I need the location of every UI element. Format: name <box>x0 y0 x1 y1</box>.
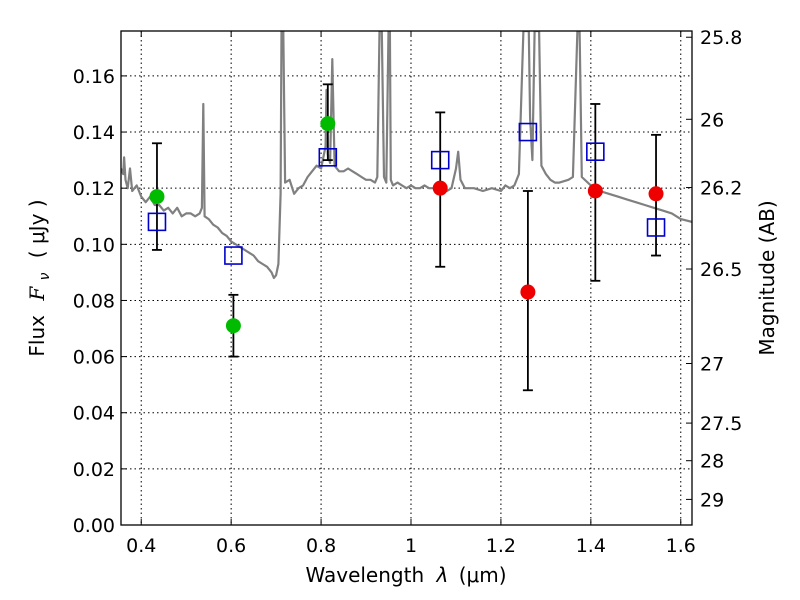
y-axis-title: Flux F ν ( μJy ) <box>25 199 54 356</box>
model-point <box>586 142 605 161</box>
model-point <box>318 148 338 167</box>
model-point <box>430 150 450 170</box>
model-point <box>518 122 538 142</box>
mag-tick-label: 26 <box>700 109 724 131</box>
axis-ticks: 0.4 0.6 0.8 1 1.2 1.4 1.6 0.00 0.02 0.04 0.06 0.08 0… <box>73 27 743 557</box>
x-tick-label: 0.8 <box>306 535 336 557</box>
x-tick-label: 1.4 <box>576 535 606 557</box>
y-axis-title-prefix: Flux <box>25 315 49 357</box>
observed-point <box>520 284 536 300</box>
y-tick-label: 0.08 <box>73 290 115 312</box>
y-tick-label: 0.06 <box>73 347 115 369</box>
model-point <box>224 246 243 265</box>
x-tick-label: 1 <box>405 535 417 557</box>
mag-tick-label: 28 <box>700 451 724 473</box>
y-axis-title-symbol: F <box>25 286 49 302</box>
mag-tick-label: 26.2 <box>700 178 742 200</box>
observed-point <box>587 183 603 199</box>
x-axis-title-unit: (μm) <box>459 563 507 587</box>
x-tick-label: 0.4 <box>126 535 156 557</box>
y-tick-label: 0.10 <box>73 234 115 256</box>
mag-tick-label: 26.5 <box>700 259 742 281</box>
plot-frame <box>120 30 693 526</box>
y-tick-label: 0.04 <box>73 403 115 425</box>
y-tick-label: 0.00 <box>73 515 115 537</box>
observed-point <box>149 189 165 205</box>
grid <box>121 31 692 526</box>
y-axis-title-subscript: ν <box>37 272 53 280</box>
x-axis-title-prefix: Wavelength <box>305 563 424 587</box>
y-tick-label: 0.02 <box>73 459 115 481</box>
mag-tick-label: 27.5 <box>700 413 742 435</box>
mag-tick-label: 27 <box>700 353 724 375</box>
x-tick-label: 1.6 <box>666 535 696 557</box>
y-tick-label: 0.14 <box>73 122 115 144</box>
model-point <box>646 218 666 237</box>
spectrum-line <box>121 31 692 280</box>
x-axis-title-symbol: λ <box>436 563 449 587</box>
plot-area <box>121 31 692 392</box>
model-point <box>147 212 167 232</box>
x-tick-label: 1.2 <box>486 535 516 557</box>
observed-point <box>225 318 241 334</box>
y-axis-right-title: Magnitude (AB) <box>755 200 779 355</box>
observed-point <box>648 186 664 202</box>
mag-tick-label: 25.8 <box>700 27 742 49</box>
observed-point <box>320 116 336 132</box>
x-tick-label: 0.6 <box>216 535 246 557</box>
observed-point <box>432 180 448 196</box>
mag-tick-label: 29 <box>700 489 724 511</box>
x-axis-title: Wavelength λ (μm) <box>305 563 506 587</box>
y-axis-title-unit: ( μJy ) <box>25 199 49 258</box>
y-tick-label: 0.12 <box>73 178 115 200</box>
y-tick-label: 0.16 <box>73 66 115 88</box>
